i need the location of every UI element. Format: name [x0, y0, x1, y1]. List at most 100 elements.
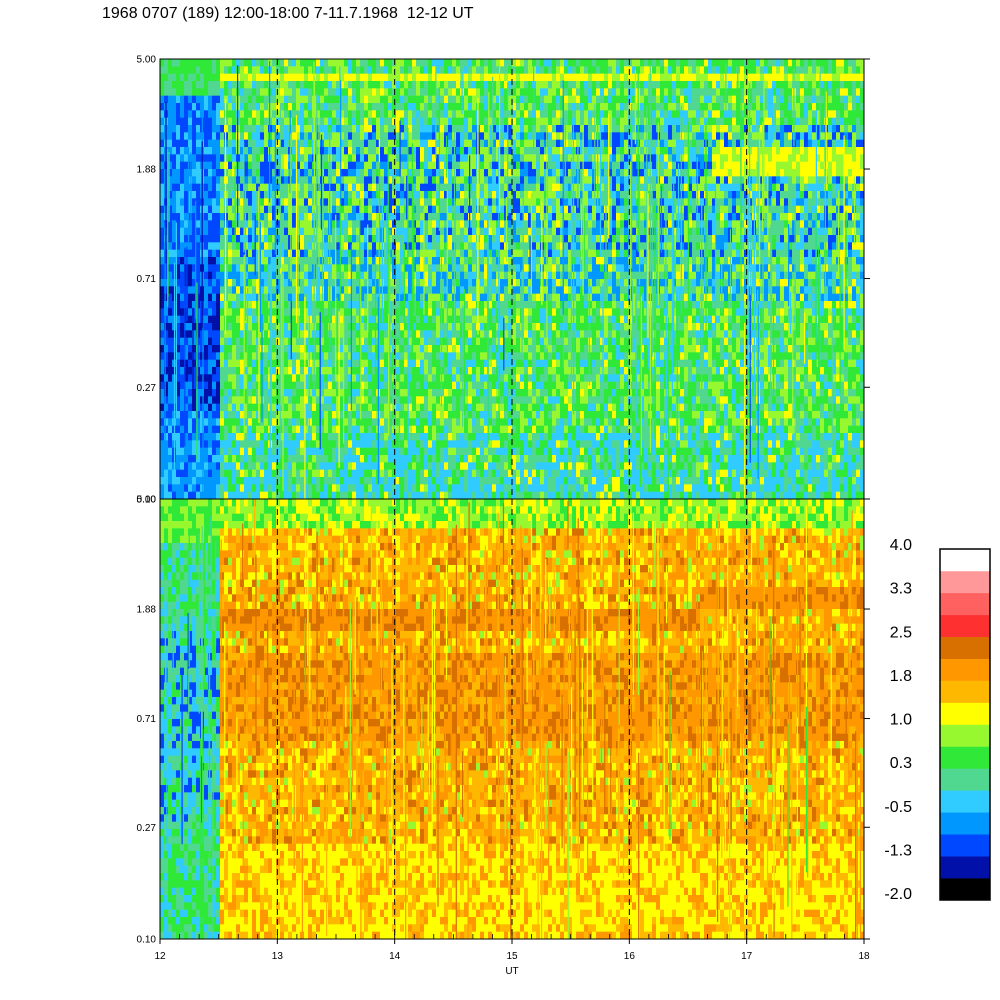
heatmap-cell	[316, 242, 321, 251]
heatmap-cell	[180, 440, 185, 449]
heatmap-cell	[492, 125, 497, 133]
heatmap-cell	[448, 176, 453, 185]
heatmap-cell	[372, 323, 377, 331]
heatmap-cell	[248, 95, 253, 104]
heatmap-cell	[476, 455, 481, 463]
heatmap-cell	[460, 425, 465, 434]
heatmap-cell	[408, 198, 413, 207]
heatmap-cell	[352, 330, 357, 339]
heatmap-cell	[356, 484, 361, 493]
heatmap-cell	[376, 59, 381, 67]
heatmap-cell	[356, 315, 361, 324]
heatmap-cell	[444, 249, 449, 258]
heatmap-cell	[240, 389, 245, 397]
heatmap-cell	[484, 352, 489, 361]
heatmap-cell	[224, 352, 229, 361]
heatmap-cell	[240, 95, 245, 104]
heatmap-cell	[364, 491, 369, 500]
heatmap-cell	[220, 176, 225, 185]
heatmap-cell	[324, 462, 329, 471]
heatmap-cell	[488, 418, 493, 427]
heatmap-cell	[160, 411, 165, 419]
heatmap-cell	[224, 264, 229, 273]
heatmap-cell	[160, 315, 165, 324]
heatmap-cell	[332, 286, 337, 295]
heatmap-cell	[284, 154, 289, 163]
heatmap-cell	[468, 374, 473, 383]
heatmap-cell	[324, 176, 329, 185]
heatmap-cell	[456, 352, 461, 361]
heatmap-cell	[464, 396, 469, 405]
heatmap-cell	[276, 132, 281, 141]
heatmap-cell	[320, 88, 325, 97]
heatmap-cell	[252, 491, 257, 500]
heatmap-cell	[208, 323, 213, 331]
heatmap-cell	[252, 484, 257, 493]
heatmap-cell	[252, 95, 257, 104]
heatmap-cell	[336, 389, 341, 397]
heatmap-cell	[252, 147, 257, 155]
heatmap-cell	[464, 367, 469, 375]
heatmap-cell	[256, 345, 261, 353]
heatmap-cell	[164, 359, 169, 368]
heatmap-cell	[440, 220, 445, 229]
heatmap-cell	[356, 110, 361, 119]
heatmap-cell	[448, 308, 453, 317]
heatmap-cell	[284, 447, 289, 456]
heatmap-cell	[376, 147, 381, 155]
heatmap-cell	[288, 396, 293, 405]
heatmap-cell	[464, 403, 469, 412]
heatmap-cell	[332, 59, 337, 67]
heatmap-cell	[408, 352, 413, 361]
heatmap-cell	[488, 235, 493, 243]
heatmap-cell	[356, 132, 361, 141]
heatmap-cell	[200, 433, 205, 441]
heatmap-cell	[320, 411, 325, 419]
heatmap-cell	[400, 81, 405, 89]
heatmap-cell	[172, 154, 177, 163]
heatmap-cell	[348, 139, 353, 148]
heatmap-cell	[236, 447, 241, 456]
heatmap-cell	[436, 176, 441, 185]
heatmap-cell	[412, 352, 417, 361]
heatmap-cell	[280, 154, 285, 163]
heatmap-cell	[432, 469, 437, 478]
heatmap-cell	[356, 455, 361, 463]
heatmap-cell	[228, 440, 233, 449]
heatmap-cell	[232, 440, 237, 449]
heatmap-cell	[292, 183, 297, 192]
heatmap-cell	[284, 389, 289, 397]
heatmap-cell	[324, 315, 329, 324]
heatmap-cell	[324, 345, 329, 353]
heatmap-cell	[440, 242, 445, 251]
heatmap-cell	[384, 462, 389, 471]
heatmap-cell	[480, 411, 485, 419]
heatmap-cell	[344, 191, 349, 199]
heatmap-cell	[452, 447, 457, 456]
heatmap-cell	[380, 176, 385, 185]
heatmap-cell	[264, 440, 269, 449]
heatmap-cell	[300, 95, 305, 104]
heatmap-cell	[176, 139, 181, 148]
heatmap-cell	[272, 359, 277, 368]
heatmap-cell	[360, 183, 365, 192]
heatmap-cell	[404, 433, 409, 441]
heatmap-cell	[244, 389, 249, 397]
heatmap-cell	[188, 169, 193, 177]
heatmap-cell	[424, 81, 429, 89]
heatmap-cell	[356, 125, 361, 133]
heatmap-cell	[188, 425, 193, 434]
heatmap-cell	[244, 396, 249, 405]
heatmap-cell	[216, 323, 221, 331]
heatmap-cell	[284, 249, 289, 258]
heatmap-cell	[212, 205, 217, 214]
heatmap-cell	[396, 147, 401, 155]
heatmap-cell	[404, 73, 409, 82]
heatmap-cell	[440, 198, 445, 207]
heatmap-cell	[420, 352, 425, 361]
heatmap-cell	[192, 323, 197, 331]
heatmap-cell	[160, 286, 165, 295]
heatmap-cell	[160, 330, 165, 339]
heatmap-cell	[284, 433, 289, 441]
heatmap-cell	[336, 433, 341, 441]
